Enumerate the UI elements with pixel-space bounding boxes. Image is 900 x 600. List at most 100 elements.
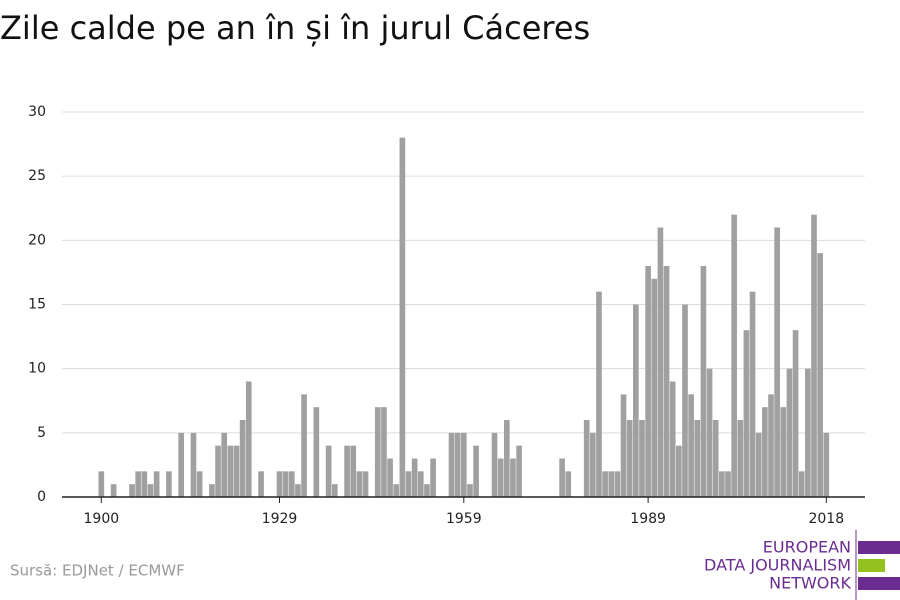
bar [725,471,731,497]
bar [362,471,369,497]
x-tick-label: 1989 [630,511,666,527]
x-tick-label: 1929 [262,511,298,527]
bar [405,471,412,497]
logo-bar [858,541,900,554]
bar [221,432,228,497]
bar [510,458,516,497]
bar [325,445,332,497]
bar [209,484,215,497]
bar [110,484,117,497]
y-tick-label: 10 [28,361,46,377]
bar [805,368,811,497]
bar [590,432,596,497]
bar [374,407,381,497]
chart-title: Zile calde pe an în și în jurul Cáceres [0,9,590,47]
logo: EUROPEAN DATA JOURNALISM NETWORK [704,530,900,600]
bar [399,137,406,497]
bar [676,445,682,497]
bar [737,420,744,497]
bar [344,445,350,497]
bar [688,394,694,497]
bar [626,420,633,497]
bar [276,471,283,497]
y-tick-label: 30 [28,104,46,120]
logo-bar [858,577,900,590]
bar [602,471,608,497]
bar [768,394,774,497]
bar [620,394,627,497]
bar [669,381,676,497]
bar [454,432,461,497]
y-tick-label: 15 [28,297,46,313]
bar [694,420,701,497]
y-tick-label: 25 [28,168,46,184]
bar [282,471,289,497]
bar [823,432,830,497]
bar [565,471,572,497]
bar [381,407,387,497]
bar [417,471,424,497]
bar [356,471,363,497]
bar [743,330,750,497]
bar [430,458,436,497]
bar [491,432,498,497]
bar [178,432,185,497]
bar [682,304,688,497]
bar [755,432,762,497]
bar [301,394,307,497]
bar [141,471,148,497]
bar [559,458,565,497]
x-tick-label: 2018 [808,511,844,527]
bar [596,291,602,497]
bar [239,420,246,497]
bar [583,420,590,497]
bar [135,471,142,497]
logo-text: DATA JOURNALISM [704,556,851,575]
bar [786,368,793,497]
bar [614,471,621,497]
bar [387,458,393,497]
bar [153,471,160,497]
logo-text: NETWORK [769,574,851,593]
logo-text: EUROPEAN [763,538,851,557]
bar [700,266,707,497]
bar [503,420,510,497]
bar [467,484,473,497]
bar [411,458,418,497]
bar [731,214,737,497]
bar [147,484,154,497]
bar [190,432,197,497]
bar [792,330,799,497]
bar [196,471,203,497]
bar [393,484,400,497]
x-tick-label: 1900 [84,511,120,527]
bar [166,471,172,497]
bar [350,445,357,497]
bar [639,420,645,497]
bar [712,420,719,497]
bar [516,445,522,497]
bar [98,471,105,497]
bar [657,227,664,497]
bar [331,484,338,497]
bar [473,445,479,497]
y-tick-label: 5 [37,425,46,441]
y-tick-label: 0 [37,489,46,505]
bar [749,291,756,497]
bar [227,445,234,497]
bar [245,381,252,497]
bar [129,484,135,497]
bar [258,471,264,497]
bar [295,484,301,497]
bar [424,484,430,497]
bar [774,227,780,497]
bar [645,266,651,497]
bar [719,471,725,497]
bar [817,253,823,497]
bar [233,445,240,497]
bar [762,407,768,497]
bar [313,407,320,497]
bar [497,458,504,497]
